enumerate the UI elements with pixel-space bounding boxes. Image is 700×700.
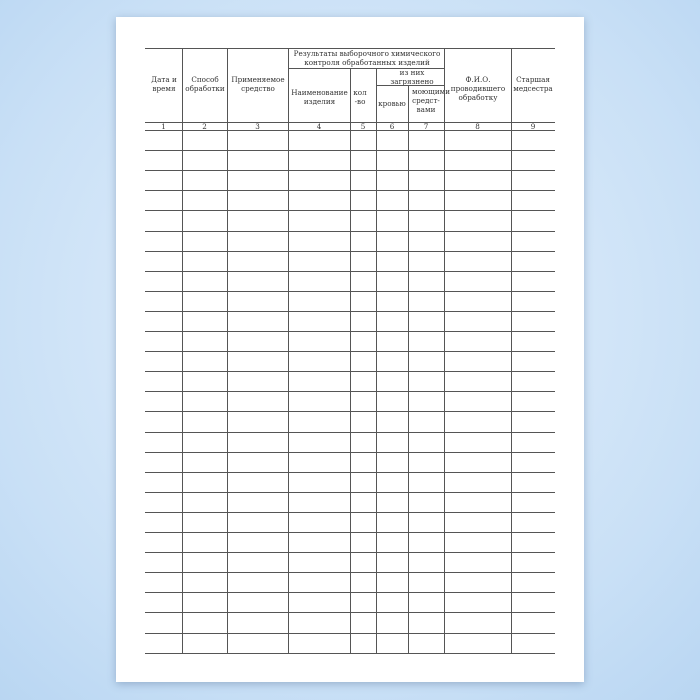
journal-page: Дата и время Способ обработки Применяемо… xyxy=(116,17,584,682)
column-number: 7 xyxy=(423,121,429,131)
header-item-name: Наименование изделия xyxy=(291,88,348,106)
column-number: 4 xyxy=(316,121,322,131)
column-number: 8 xyxy=(475,121,480,131)
header-performer: Ф.И.О. проводившего обработку xyxy=(450,75,506,102)
column-line xyxy=(227,48,228,653)
table-row-line xyxy=(145,653,555,654)
column-number: 5 xyxy=(360,121,366,131)
column-line xyxy=(444,48,445,653)
column-line xyxy=(408,85,409,653)
contaminated-group-divider xyxy=(376,85,444,86)
header-agent: Применяемое средство xyxy=(231,75,285,93)
table-top-border xyxy=(145,48,555,49)
header-method: Способ обработки xyxy=(185,75,225,93)
column-number: 6 xyxy=(389,121,395,131)
header-quantity: кол-во xyxy=(353,88,367,106)
header-contaminated-group: из них загрязнено xyxy=(390,68,434,86)
header-date-time: Дата и время xyxy=(151,75,177,93)
header-results-group: Результаты выборочного химического контр… xyxy=(293,49,441,67)
column-number: 3 xyxy=(255,121,260,131)
header-detergents: моющими средст-вами xyxy=(412,87,451,114)
header-blood: кровью xyxy=(378,99,406,108)
column-line xyxy=(288,48,289,653)
column-line xyxy=(511,48,512,653)
header-head-nurse: Старшая медсестра xyxy=(513,75,553,93)
column-number: 1 xyxy=(161,121,166,131)
column-number: 2 xyxy=(202,121,207,131)
results-group-divider xyxy=(288,68,444,69)
column-line xyxy=(182,48,183,653)
column-line xyxy=(350,68,351,653)
column-number: 9 xyxy=(530,121,536,131)
column-line xyxy=(376,68,377,653)
